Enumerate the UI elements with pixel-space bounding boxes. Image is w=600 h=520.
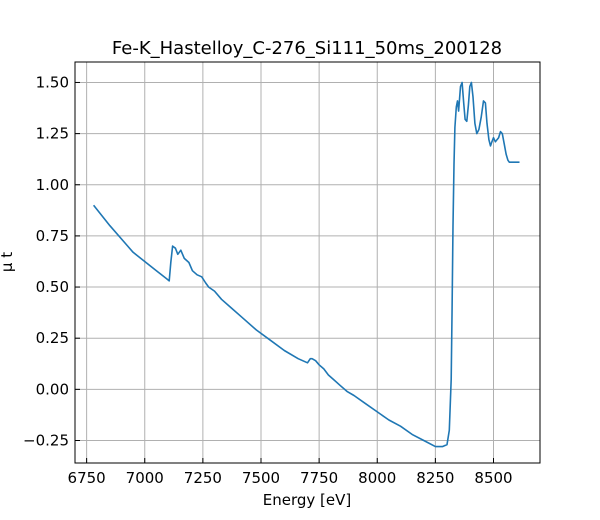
grid <box>75 62 540 463</box>
x-tick-label: 7500 <box>242 469 280 487</box>
y-tick-label: 0.75 <box>36 227 69 245</box>
series-line <box>92 81 520 448</box>
y-tick-label: 0.50 <box>36 278 69 296</box>
plot-frame <box>74 61 541 464</box>
y-tick-label: −0.25 <box>23 431 69 449</box>
y-tick-label: 1.25 <box>36 125 69 143</box>
x-axis-label: Energy [eV] <box>263 491 351 509</box>
y-tick-label: 1.50 <box>36 73 69 91</box>
x-tick-label: 7750 <box>300 469 338 487</box>
y-tick-label: 0.25 <box>36 329 69 347</box>
axis-ticks: 6750 7000 7250 7500 7750 8000 8250 8500 −0.25 0.0… <box>23 73 513 487</box>
x-tick-label: 7250 <box>184 469 222 487</box>
y-tick-label: 1.00 <box>36 176 69 194</box>
y-tick-label: 0.00 <box>36 380 69 398</box>
x-tick-label: 8000 <box>358 469 396 487</box>
y-axis-label: μ t <box>0 252 16 272</box>
x-tick-label: 8250 <box>416 469 454 487</box>
x-tick-label: 8500 <box>474 469 512 487</box>
x-tick-label: 7000 <box>126 469 164 487</box>
chart-title: Fe-K_Hastelloy_C-276_Si111_50ms_200128 <box>112 38 502 59</box>
series-layer <box>92 81 520 448</box>
x-tick-label: 6750 <box>68 469 106 487</box>
